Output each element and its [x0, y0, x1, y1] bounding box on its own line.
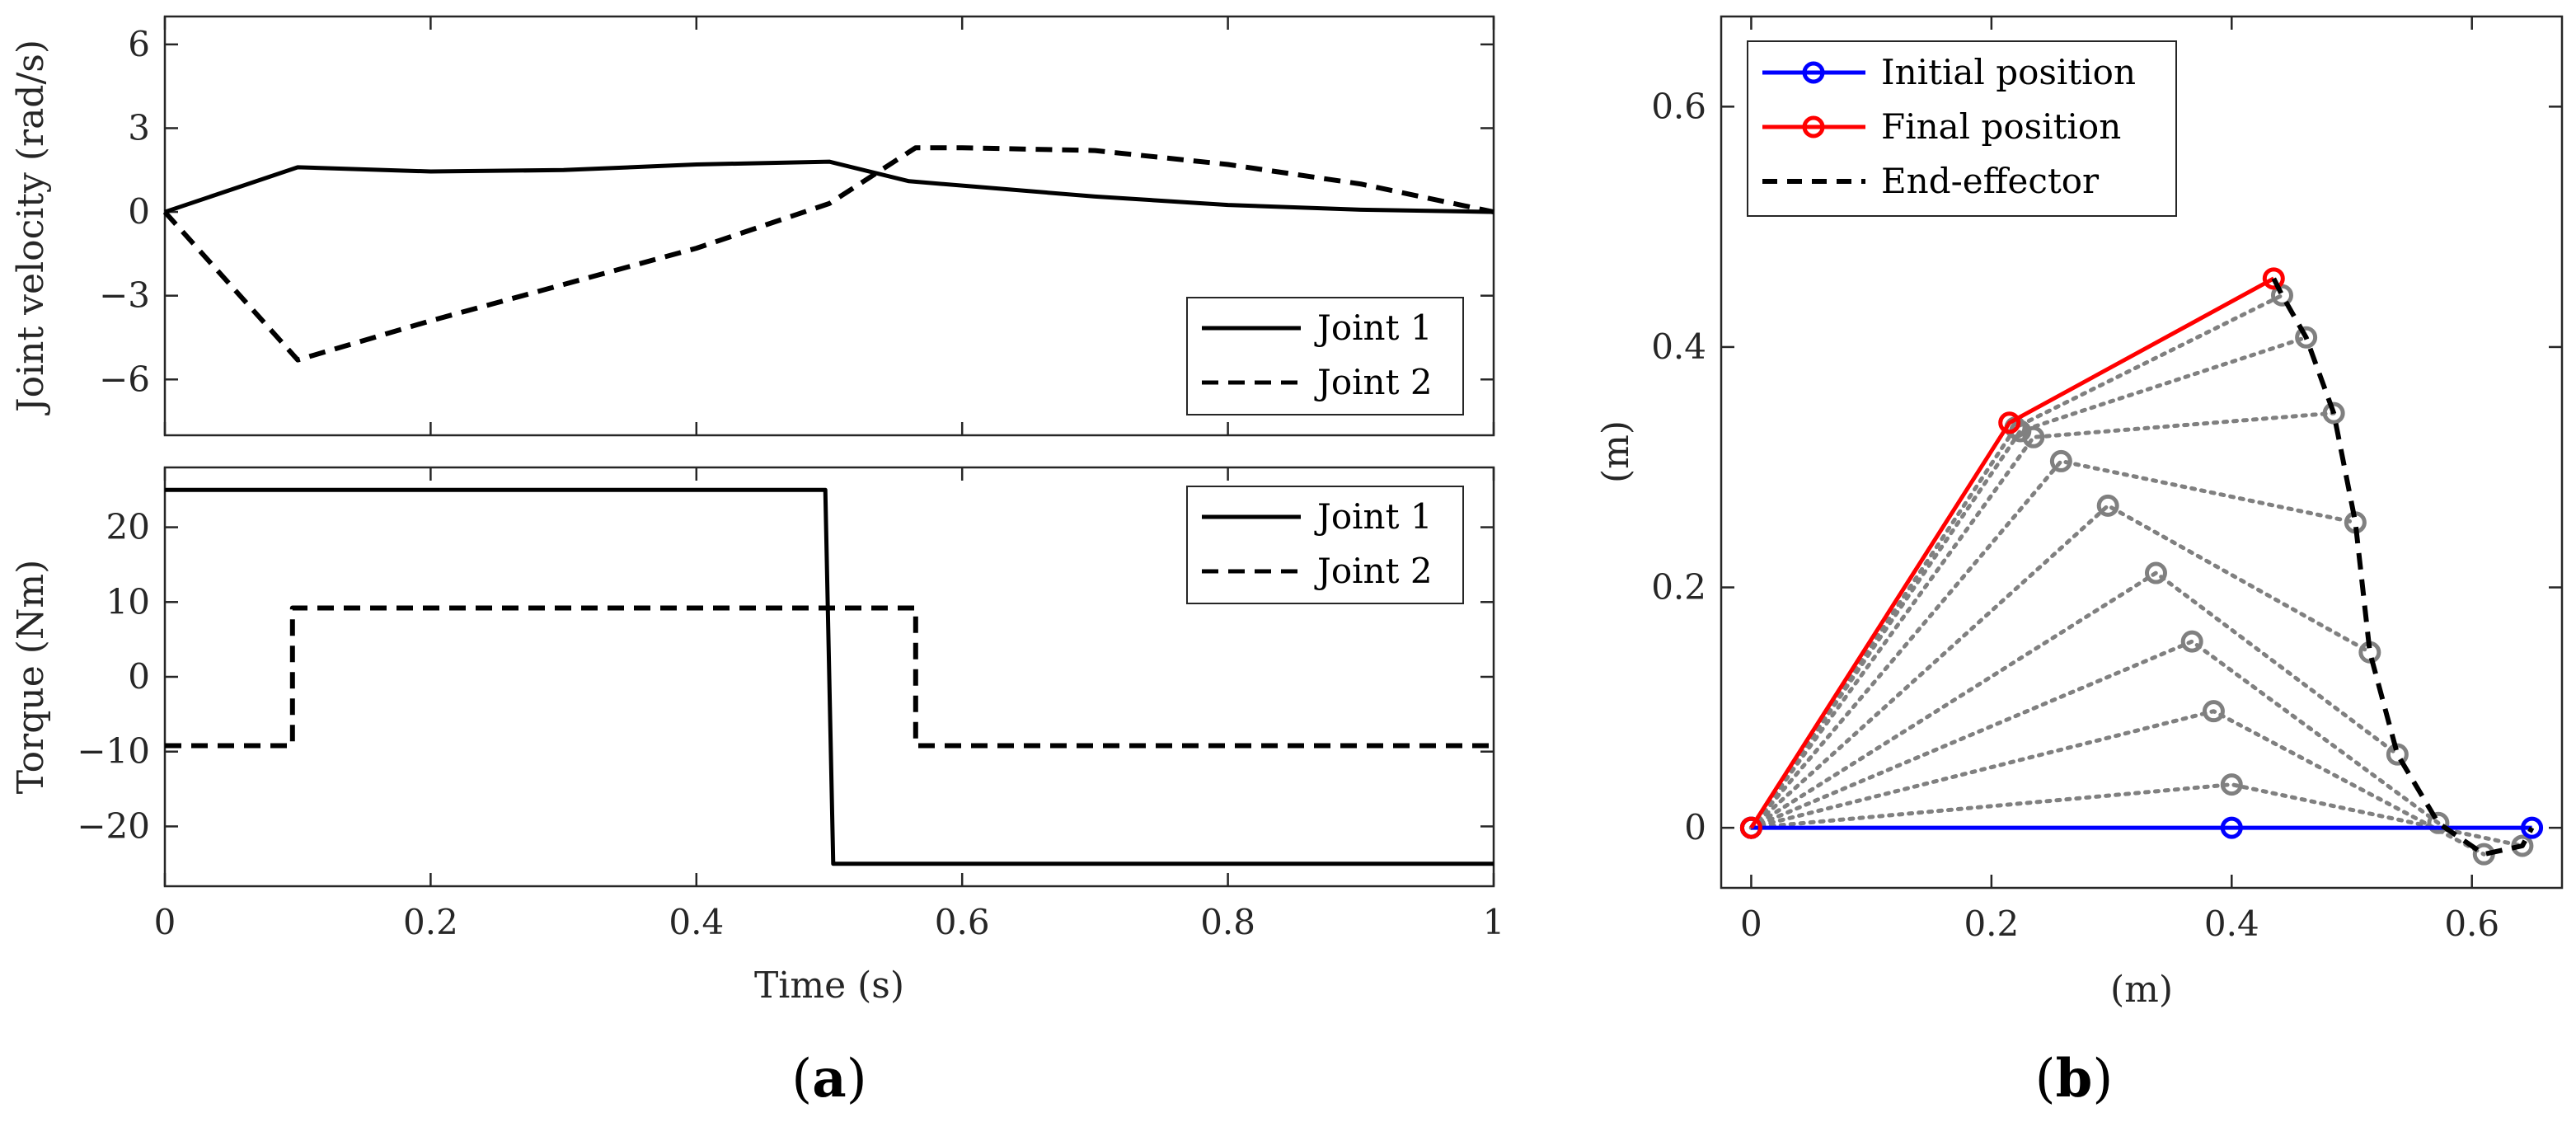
workspace-series-final-position-marker: [1739, 816, 1762, 839]
torque-y-axis-label: Torque (Nm): [10, 560, 52, 795]
panel-label-b-open: (: [2035, 1049, 2056, 1110]
workspace-ytick-label: 0: [1684, 807, 1706, 847]
velocity-y-axis-label: Joint velocity (rad/s): [10, 40, 52, 415]
torque-ytick-label: −10: [77, 731, 150, 772]
workspace-series-intermediate-configurations-1: [1748, 293, 2284, 830]
torque-legend-joint2-label: Joint 2: [1314, 551, 1433, 591]
velocity-legend-joint2-label: Joint 2: [1314, 362, 1433, 402]
workspace-xtick-label: 0.2: [1964, 904, 2019, 944]
panel-label-a: (a): [791, 1048, 866, 1110]
workspace-xtick-label: 0.4: [2204, 904, 2259, 944]
torque-series-joint-2: [165, 605, 1494, 749]
panel-label-b-close: ): [2092, 1049, 2113, 1110]
panel-label-a-open: (: [791, 1049, 812, 1110]
torque-xtick-label: 0: [154, 902, 176, 942]
workspace-series-intermediate-configurations-7: [1748, 639, 2441, 830]
torque-xtick-label: 0.4: [669, 902, 724, 942]
velocity-series-joint-2: [162, 145, 1494, 363]
legend-initial-marker: [1802, 61, 1825, 84]
workspace-xtick-label: 0: [1740, 904, 1762, 944]
workspace-x-axis-label: (m): [2110, 969, 2173, 1011]
workspace-series-final-position-marker: [2262, 267, 2285, 290]
workspace-series-intermediate-configurations-2: [1748, 335, 2309, 830]
workspace-series-intermediate-configurations-8: [1748, 709, 2486, 857]
velocity-plot: 6 3 0 −3 −6 Joint velocity (rad/s) Joint 1 J…: [10, 15, 1495, 437]
workspace-series-intermediate-configurations-4-marker: [2049, 449, 2072, 472]
legend-final-label: Final position: [1881, 106, 2121, 147]
workspace-plot: 0 0.2 0.4 0.6 0 0.2 0.4 0.6 (m) (m) Initial pos…: [1595, 15, 2564, 1011]
workspace-series-initial-position-marker: [2220, 816, 2243, 839]
workspace-ytick-label: 0.4: [1651, 326, 1706, 367]
torque-xtick-label: 0.2: [403, 902, 458, 942]
workspace-series-intermediate-configurations-2-marker: [2295, 326, 2318, 349]
panel-label-a-close: ): [847, 1049, 867, 1110]
velocity-series-joint-1: [164, 159, 1494, 214]
workspace-ytick-label: 0.2: [1651, 567, 1706, 608]
workspace-xtick-label: 0.6: [2444, 904, 2499, 944]
velocity-ytick-label: 0: [128, 191, 150, 232]
workspace-series-intermediate-configurations-6: [1748, 570, 2400, 830]
torque-legend-joint1-label: Joint 1: [1314, 496, 1433, 537]
workspace-series-end-effector: [2271, 277, 2535, 857]
velocity-ytick-label: −3: [99, 275, 150, 316]
workspace-series-intermediate-configurations-3: [1748, 411, 2336, 830]
workspace-series-intermediate-configurations-9-marker: [2220, 773, 2243, 796]
velocity-plot-frame: [163, 15, 1495, 437]
panel-label-a-letter: a: [812, 1048, 846, 1110]
torque-ytick-label: 0: [128, 656, 150, 697]
workspace-series-intermediate-configurations-4: [1748, 458, 2358, 830]
panel-label-b-letter: b: [2056, 1048, 2093, 1110]
workspace-series-final-position-marker: [1998, 411, 2021, 434]
time-x-axis-label: Time (s): [754, 965, 904, 1007]
workspace-series-intermediate-configurations-8-marker: [2202, 700, 2225, 723]
workspace-series-intermediate-configurations-3-marker: [2022, 425, 2045, 448]
workspace-series-intermediate-configurations-7-marker: [2180, 630, 2203, 653]
workspace-legend: Initial position Final position End-effe…: [1747, 40, 2177, 217]
torque-xtick-label: 0.6: [935, 902, 990, 942]
torque-ytick-label: −20: [77, 805, 150, 846]
legend-end-effector-label: End-effector: [1881, 161, 2100, 201]
torque-ytick-label: 10: [106, 581, 150, 622]
workspace-plot-frame: [1720, 15, 2564, 890]
velocity-legend-box: [1186, 297, 1464, 415]
legend-final-marker: [1802, 115, 1825, 138]
torque-series-joint-1: [165, 487, 1494, 866]
torque-xtick-label: 1: [1483, 902, 1505, 942]
workspace-series-intermediate-configurations-1-marker: [2270, 284, 2293, 307]
workspace-y-axis-label: (m): [1595, 420, 1637, 483]
workspace-series-initial-position-marker: [2521, 816, 2544, 839]
torque-xtick-label: 0.8: [1200, 902, 1255, 942]
velocity-ytick-label: −6: [99, 359, 150, 399]
workspace-series-final-position: [1749, 276, 2275, 829]
velocity-ytick-label: 3: [128, 107, 150, 148]
legend-initial-label: Initial position: [1881, 52, 2136, 92]
velocity-ytick-label: 6: [128, 24, 150, 64]
torque-legend-box: [1186, 486, 1464, 604]
panel-label-b: (b): [2035, 1048, 2114, 1110]
torque-legend: Joint 1 Joint 2: [1186, 486, 1464, 604]
workspace-series-intermediate-configurations-3-marker: [2322, 401, 2345, 425]
torque-plot: 20 10 0 −10 −20 0 0.2 0.4 0.6 0.8 1 Torque (Nm) Ti…: [10, 466, 1505, 1007]
workspace-series-intermediate-configurations-6-marker: [2144, 561, 2167, 584]
workspace-series-intermediate-configurations-9: [1748, 782, 2525, 848]
workspace-series-intermediate-configurations-5: [1748, 503, 2372, 830]
workspace-ytick-label: 0.6: [1651, 86, 1706, 126]
velocity-legend: Joint 1 Joint 2: [1186, 297, 1464, 415]
velocity-legend-joint1-label: Joint 1: [1314, 307, 1433, 348]
torque-ytick-label: 20: [106, 507, 150, 547]
workspace-series-intermediate-configurations-5-marker: [2096, 494, 2119, 517]
